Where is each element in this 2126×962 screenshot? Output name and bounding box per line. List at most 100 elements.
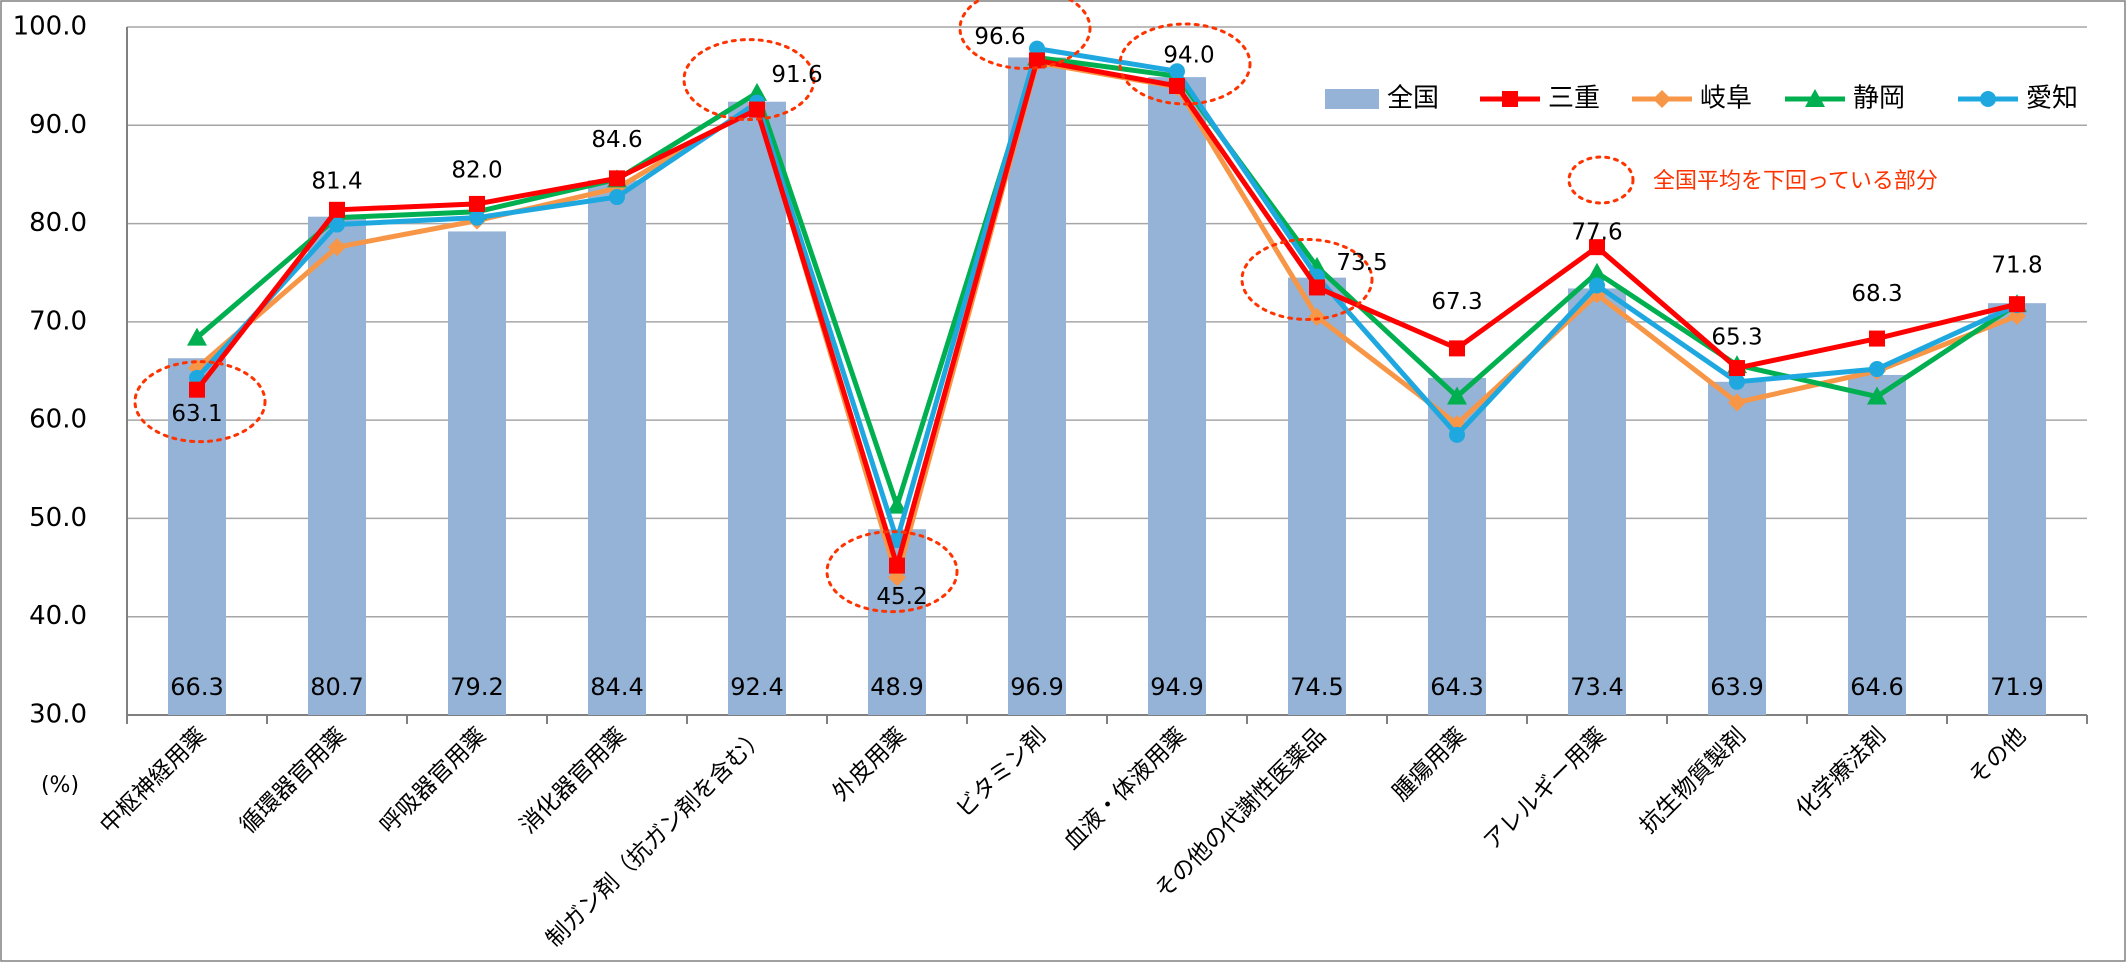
legend-label: 岐阜 [1700,84,1752,114]
marker-triangle [887,495,907,514]
bar-value-label: 92.4 [730,673,783,701]
y-tick-label: 40.0 [29,601,87,631]
data-label: 77.6 [1571,220,1622,246]
bar-value-label: 73.4 [1570,673,1623,701]
highlight-ellipse [1240,237,1374,321]
marker-square [189,381,205,398]
y-tick-label: 60.0 [29,405,87,435]
marker-square [1502,91,1518,107]
x-tick-label: 外皮用薬 [828,723,911,806]
legend-entry-静岡: 静岡 [1785,84,1905,114]
legend-swatch-bar [1325,89,1379,109]
marker-square [889,557,905,574]
marker-square [1309,279,1325,296]
y-tick-label: 70.0 [29,306,87,336]
data-label: 91.6 [771,62,822,88]
data-label: 73.5 [1336,250,1387,276]
bar-value-label: 96.9 [1010,673,1063,701]
highlight-ellipse [958,0,1092,70]
y-tick-label: 80.0 [29,208,87,238]
highlight-ellipse [825,530,959,614]
marker-circle [1449,426,1465,443]
data-label: 63.1 [171,401,222,427]
bar-全国 [1568,288,1626,715]
series-三重 [189,52,2025,574]
data-label: 84.6 [591,127,642,153]
bar-value-labels: 66.3 80.7 79.2 84.4 92.4 48.9 96.9 94.9 74.5 64.3… [170,673,2043,701]
y-tick-label: 100.0 [13,12,87,42]
y-tick-label: 30.0 [29,700,87,730]
highlight-ellipse [682,38,816,122]
bar-全国 [588,180,646,716]
annotation-text: 全国平均を下回っている部分 [1653,169,1938,194]
marker-triangle [747,82,767,101]
legend: 全国 三重 岐阜 静岡 愛知 [1325,84,2078,114]
bar-value-label: 74.5 [1290,673,1343,701]
x-tick-label: 循環器官用薬 [235,723,351,839]
data-label: 68.3 [1851,281,1902,307]
bar-value-label: 64.3 [1430,673,1483,701]
data-label: 81.4 [311,168,362,194]
marker-diamond [1653,90,1671,108]
marker-square [469,195,485,212]
bar-全国 [1148,77,1206,715]
marker-square [1169,77,1185,94]
line-series [187,40,2027,587]
marker-circle [469,209,485,226]
marker-square [1449,340,1465,357]
marker-square [329,201,345,218]
marker-square [749,101,765,118]
x-tick-label: アレルギー用薬 [1479,723,1611,855]
marker-square [2009,296,2025,313]
annotation-ellipse-sample [1567,155,1635,205]
highlight-ellipse [1118,22,1252,106]
marker-triangle [187,327,207,346]
x-tick-label: その他 [1964,723,2031,790]
marker-circle [609,189,625,206]
bar-全国 [1008,57,1066,716]
x-tick-label: 消化器官用薬 [515,723,631,839]
marker-square [609,170,625,187]
marker-circle [1729,373,1745,390]
bar-全国 [1708,381,1766,715]
bar-series [168,57,2046,716]
marker-circle [1589,277,1605,294]
bar-全国 [1288,277,1346,715]
series-line-愛知 [195,46,2019,543]
marker-diamond [1308,307,1326,326]
data-label: 67.3 [1431,289,1482,315]
marker-square [1729,360,1745,377]
marker-diamond [1728,393,1746,412]
marker-diamond [328,238,346,257]
bar-value-label: 63.9 [1710,673,1763,701]
marker-circle [329,216,345,233]
legend-label: 全国 [1387,84,1439,114]
legend-entry-三重: 三重 [1480,84,1600,114]
bar-全国 [308,216,366,716]
data-label: 96.6 [974,24,1025,50]
bar-value-label: 64.6 [1850,673,1903,701]
marker-triangle [1805,89,1825,107]
legend-entry-岐阜: 岐阜 [1632,84,1752,114]
legend-label: 静岡 [1853,84,1905,114]
bar-全国 [1848,374,1906,715]
data-label: 94.0 [1163,42,1214,68]
marker-circle [1169,63,1185,80]
unit-label: (%) [41,773,79,798]
bar-全国 [1988,303,2046,715]
legend-label: 三重 [1548,84,1600,114]
bar-value-label: 94.9 [1150,673,1203,701]
marker-square [1029,52,1045,69]
bar-value-label: 66.3 [170,673,223,701]
data-label: 71.8 [1991,253,2042,279]
x-tick-label: 血液・体液用薬 [1059,723,1191,855]
bar-value-label: 71.9 [1990,673,2043,701]
highlight-ellipse [133,360,267,444]
bar-value-label: 80.7 [310,673,363,701]
highlight-ellipses [133,0,1374,614]
bar-全国 [728,101,786,715]
data-label: 82.0 [451,157,502,183]
marker-triangle [1867,386,1887,405]
